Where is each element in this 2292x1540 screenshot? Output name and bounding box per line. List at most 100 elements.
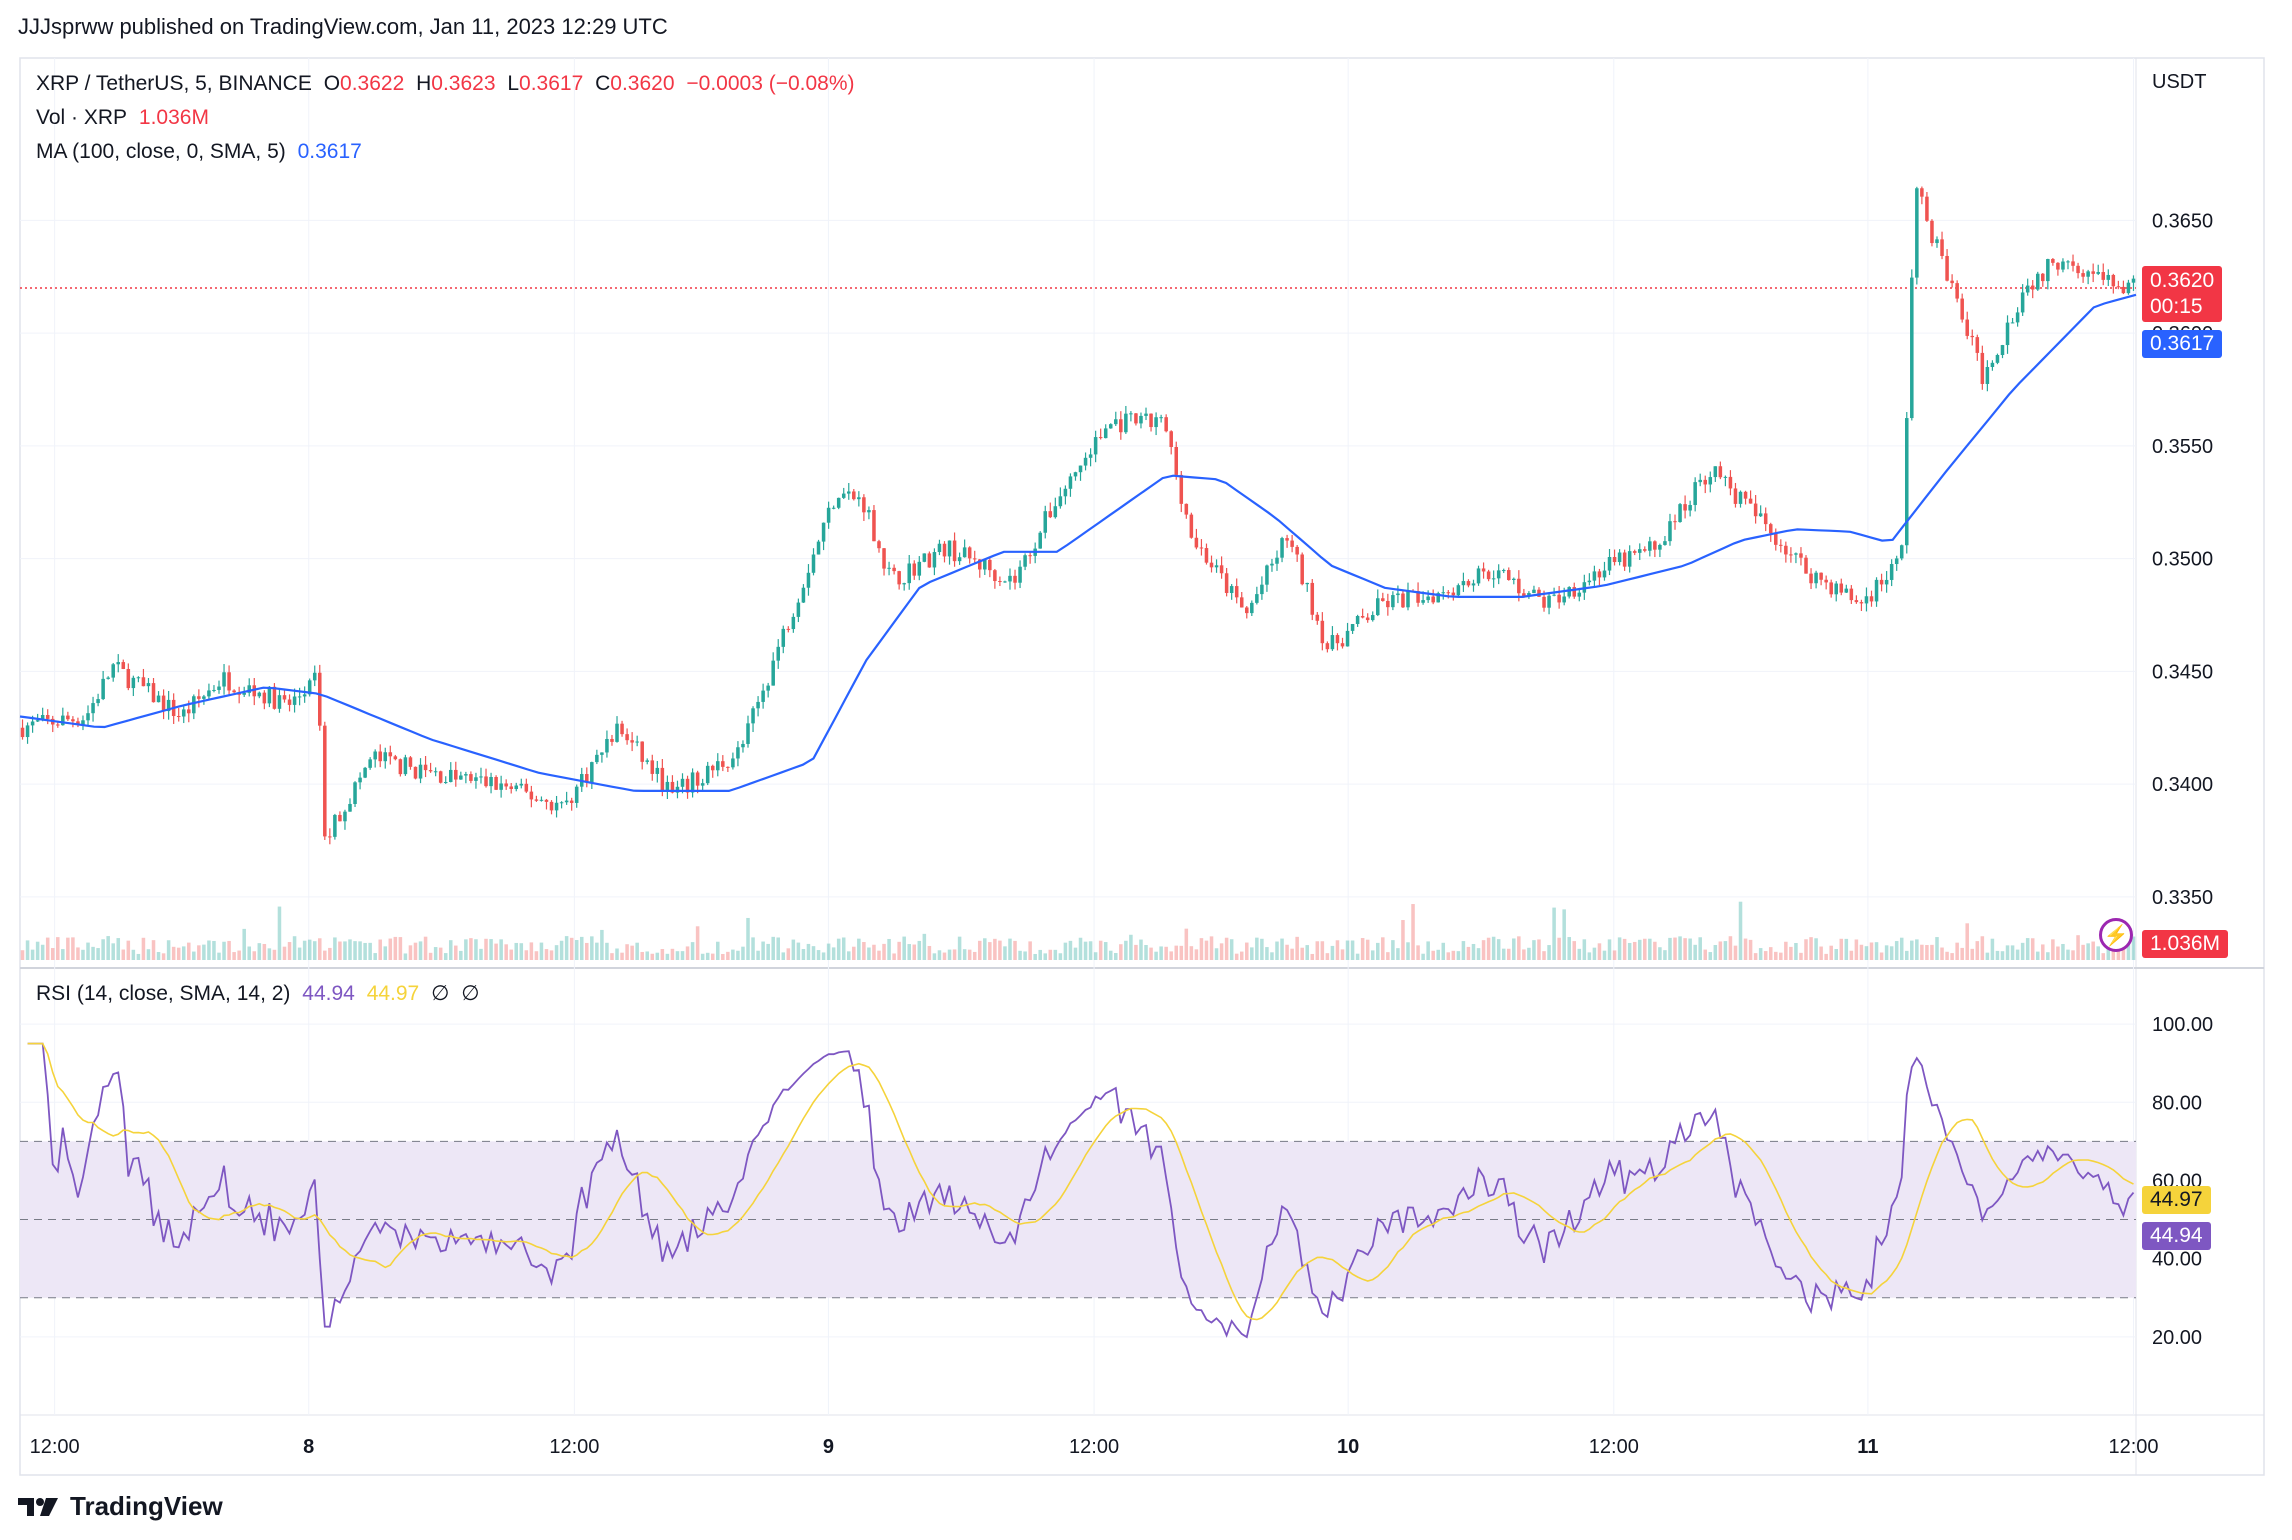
rsi-band-group — [20, 1140, 2136, 1299]
volume-bar — [1275, 941, 1279, 960]
candle-body — [605, 738, 609, 753]
volume-bar — [564, 936, 569, 960]
volume-bar — [721, 953, 725, 960]
volume-bar — [1844, 938, 1849, 960]
volume-bar — [86, 942, 90, 960]
candle-body — [1466, 581, 1471, 586]
volume-bar — [595, 942, 599, 960]
candle-body — [1280, 538, 1284, 558]
candle-body — [76, 721, 80, 725]
candle-body — [1718, 466, 1723, 478]
candle-body — [1809, 573, 1813, 584]
volume-bar — [499, 939, 503, 960]
candle-body — [2046, 259, 2050, 282]
volume-bar — [1945, 951, 1949, 960]
volume-bar — [1325, 953, 1330, 960]
candle-body — [2005, 322, 2010, 346]
candle-body — [857, 497, 861, 500]
candle-body — [1789, 554, 1793, 556]
volume-bar — [257, 943, 262, 960]
volume-bar — [524, 950, 529, 960]
candle-body — [1189, 514, 1194, 538]
volume-bar — [1920, 944, 1924, 960]
candle-body — [610, 738, 614, 742]
candle-body — [776, 646, 780, 661]
candle-body — [1169, 431, 1173, 448]
candle-body — [1768, 524, 1773, 534]
volume-bar — [111, 943, 115, 960]
candle-body — [852, 491, 856, 500]
volume-bar — [1607, 939, 1612, 960]
candle-body — [1224, 573, 1229, 594]
volume-bar — [1874, 942, 1879, 960]
rsi-tick-label: 20.00 — [2152, 1327, 2202, 1349]
candle-body — [1784, 545, 1788, 555]
candle-body — [1648, 541, 1652, 551]
candle-body — [2086, 271, 2090, 277]
candle-body — [710, 765, 715, 771]
candle-body — [20, 727, 25, 738]
candle-body — [1360, 616, 1365, 618]
candle-body — [1119, 419, 1123, 433]
volume-bar — [1698, 937, 1702, 960]
alert-lightning-icon[interactable]: ⚡ — [2099, 918, 2133, 952]
volume-bar — [358, 941, 362, 960]
volume-bar — [1940, 947, 1944, 960]
volume-bar — [106, 936, 110, 960]
candle-body — [131, 677, 136, 689]
candle-body — [1058, 496, 1063, 507]
candle-body — [242, 692, 246, 695]
volume-bar — [539, 942, 544, 960]
volume-bar — [1970, 948, 1975, 960]
candle-body — [1204, 548, 1209, 563]
volume-bar — [2121, 947, 2126, 960]
candle-body — [569, 800, 574, 803]
candle-body — [741, 743, 745, 748]
volume-bar — [569, 937, 574, 960]
tradingview-logo[interactable]: TradingView — [18, 1491, 223, 1522]
volume-bar — [1708, 952, 1713, 960]
volume-bar — [1441, 942, 1446, 960]
ma-line-group — [19, 293, 2137, 793]
candle-body — [1980, 352, 1985, 384]
volume-bar — [1814, 938, 1818, 960]
volume-bar — [423, 936, 428, 960]
volume-bar — [1587, 952, 1592, 960]
volume-bar — [338, 941, 342, 960]
volume-bar — [56, 937, 60, 960]
volume-bar — [897, 941, 901, 960]
volume-bar — [101, 939, 105, 960]
candle-body — [1144, 413, 1148, 416]
candle-body — [680, 778, 685, 787]
volume-bar — [323, 950, 327, 960]
volume-bar — [1522, 949, 1526, 960]
countdown-value: 00:15 — [2150, 295, 2203, 318]
volume-bar — [791, 939, 796, 960]
candle-body — [2015, 312, 2020, 323]
candle-body — [1088, 454, 1093, 458]
legend-change: −0.0003 (−0.08%) — [686, 72, 855, 95]
volume-bar — [831, 947, 836, 960]
volume-bar — [454, 945, 458, 960]
volume-bar — [776, 937, 780, 960]
volume-bar — [1637, 939, 1642, 960]
volume-bar — [1315, 941, 1320, 960]
legend-main: XRP / TetherUS, 5, BINANCE O0.3622 H0.36… — [36, 72, 861, 96]
volume-bar — [1033, 953, 1037, 960]
volume-bar — [489, 939, 493, 960]
candle-body — [872, 510, 876, 542]
time-tick-label: 10 — [1337, 1436, 1359, 1458]
volume-bar — [1023, 951, 1027, 960]
volume-bar — [1119, 944, 1123, 960]
candle-body — [977, 559, 982, 570]
chart-frame — [19, 57, 2265, 1476]
candle-body — [61, 715, 65, 726]
volume-bar — [579, 936, 584, 960]
candle-body — [922, 553, 927, 562]
candle-body — [1028, 555, 1032, 557]
volume-bar — [1335, 940, 1340, 960]
volume-bar — [731, 949, 735, 960]
candle-body — [2126, 282, 2131, 294]
volume-bar — [857, 938, 861, 960]
